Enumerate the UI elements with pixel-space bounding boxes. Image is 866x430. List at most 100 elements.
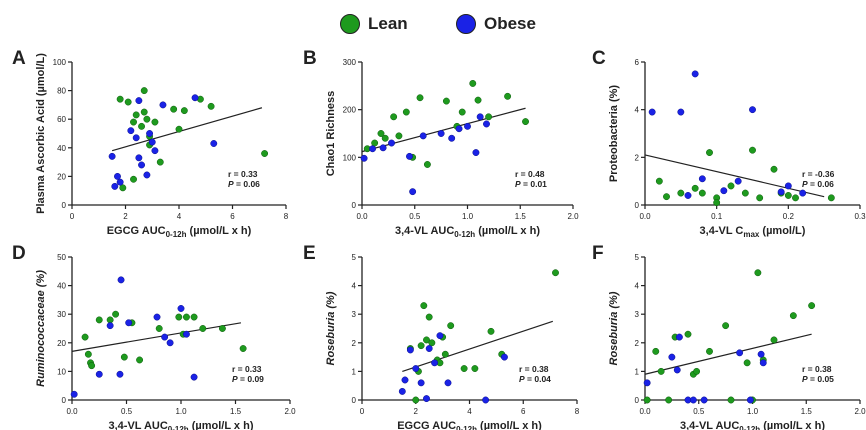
- point-obese: [757, 350, 765, 358]
- point-obese: [127, 127, 135, 135]
- point-lean: [371, 139, 379, 147]
- point-lean: [116, 95, 124, 103]
- regression-line: [71, 322, 242, 352]
- point-obese: [436, 332, 444, 340]
- point-lean: [420, 302, 428, 310]
- point-lean: [395, 132, 403, 140]
- y-axis-label: Roseburia (%): [608, 291, 620, 365]
- point-obese: [111, 182, 119, 190]
- x-tick-label: 8: [284, 212, 289, 221]
- panel-b: B 0.0 0.5 1.0 1.5 2.0 0 100 200 300 3,4-VL AUC0-12…: [303, 48, 579, 239]
- point-obese: [401, 376, 409, 384]
- point-obese: [799, 189, 807, 197]
- point-lean: [706, 347, 713, 355]
- point-lean: [471, 365, 479, 372]
- y-axis-label: Proteobacteria (%): [608, 85, 620, 183]
- stat-r: r = 0.33: [232, 364, 262, 374]
- point-obese: [648, 108, 656, 116]
- y-axis-label: Chao1 Richness: [325, 91, 337, 177]
- point-obese: [146, 130, 154, 137]
- point-obese: [116, 370, 124, 378]
- point-obese: [191, 94, 199, 102]
- panel-letter: F: [592, 243, 604, 264]
- point-lean: [239, 345, 247, 352]
- regression-line: [111, 107, 263, 152]
- x-tick-label: 1.0: [175, 407, 187, 416]
- point-obese: [159, 101, 167, 109]
- point-lean: [207, 102, 215, 110]
- point-lean: [663, 193, 670, 201]
- y-axis-label: Plasma Ascorbic Acid (µmol/L): [35, 53, 47, 214]
- point-lean: [180, 107, 188, 115]
- regression-line: [361, 107, 526, 153]
- y-tick-label: 0: [62, 396, 67, 405]
- point-lean: [175, 313, 183, 321]
- y-axis-label: Ruminococcaceae (%): [35, 270, 47, 387]
- point-lean: [808, 302, 816, 310]
- point-obese: [444, 379, 452, 387]
- point-obese: [117, 276, 125, 284]
- point-lean: [665, 396, 673, 404]
- panel-d: D 0.0 0.5 1.0 1.5 2.0 0 10 20 30 40 50 3,4-VL AUC0-1…: [12, 243, 296, 430]
- point-obese: [746, 396, 754, 404]
- y-tick-label: 40: [57, 282, 66, 291]
- point-obese: [143, 171, 151, 179]
- legend-swatch-lean: [340, 14, 360, 34]
- x-tick-label: 2.0: [854, 407, 866, 416]
- x-tick-label: 0: [360, 407, 365, 416]
- point-obese: [398, 387, 406, 395]
- point-lean: [655, 177, 663, 185]
- point-lean: [827, 194, 835, 202]
- point-lean: [447, 322, 455, 330]
- legend-item-lean: Lean: [340, 12, 408, 36]
- x-tick-label: 6: [521, 407, 526, 416]
- x-axis-label: EGCG AUC0-12h (µmol/L x h): [107, 225, 252, 239]
- y-tick-label: 20: [57, 339, 66, 348]
- x-tick-label: 4: [467, 407, 472, 416]
- point-lean: [522, 118, 529, 126]
- y-tick-label: 4: [635, 106, 640, 115]
- y-tick-label: 200: [343, 106, 357, 115]
- point-lean: [741, 189, 749, 197]
- point-lean: [643, 396, 651, 404]
- y-tick-label: 100: [53, 58, 67, 67]
- point-lean: [657, 367, 665, 375]
- point-lean: [722, 322, 730, 330]
- stat-p: P = 0.04: [519, 374, 551, 384]
- point-obese: [95, 370, 103, 378]
- point-obese: [483, 120, 490, 128]
- point-lean: [727, 182, 735, 190]
- y-tick-label: 1: [352, 367, 357, 376]
- panel-letter: D: [12, 243, 26, 264]
- point-obese: [419, 132, 427, 140]
- point-obese: [114, 172, 121, 180]
- y-tick-label: 100: [343, 153, 357, 162]
- point-obese: [148, 138, 156, 146]
- point-lean: [412, 396, 420, 404]
- point-obese: [166, 339, 174, 347]
- point-lean: [88, 362, 96, 370]
- y-tick-label: 2: [635, 339, 640, 348]
- point-obese: [70, 390, 78, 398]
- point-lean: [156, 158, 164, 166]
- x-tick-label: 0.0: [66, 407, 78, 416]
- y-tick-label: 0: [352, 201, 357, 210]
- x-tick-label: 1.5: [230, 407, 242, 416]
- point-obese: [406, 346, 414, 354]
- point-lean: [218, 325, 226, 332]
- point-lean: [756, 194, 764, 202]
- panel-f: F 0.0 0.5 1.0 1.5 2.0 0 1 2 3 4 5 3,4-VL AUC0-12h (µ…: [592, 243, 866, 430]
- stat-p: P = 0.09: [232, 374, 264, 384]
- point-obese: [700, 396, 708, 404]
- point-obese: [183, 330, 190, 338]
- point-lean: [693, 367, 701, 375]
- stat-r: r = -0.36: [802, 169, 835, 179]
- x-axis-label: 3,4-VL AUC0-12h (µmol/L x h): [108, 420, 253, 430]
- x-tick-label: 0: [70, 212, 75, 221]
- point-obese: [500, 353, 508, 361]
- point-lean: [743, 359, 751, 367]
- point-lean: [95, 316, 103, 324]
- point-lean: [124, 98, 132, 106]
- point-lean: [677, 189, 685, 197]
- y-tick-label: 0: [62, 201, 67, 210]
